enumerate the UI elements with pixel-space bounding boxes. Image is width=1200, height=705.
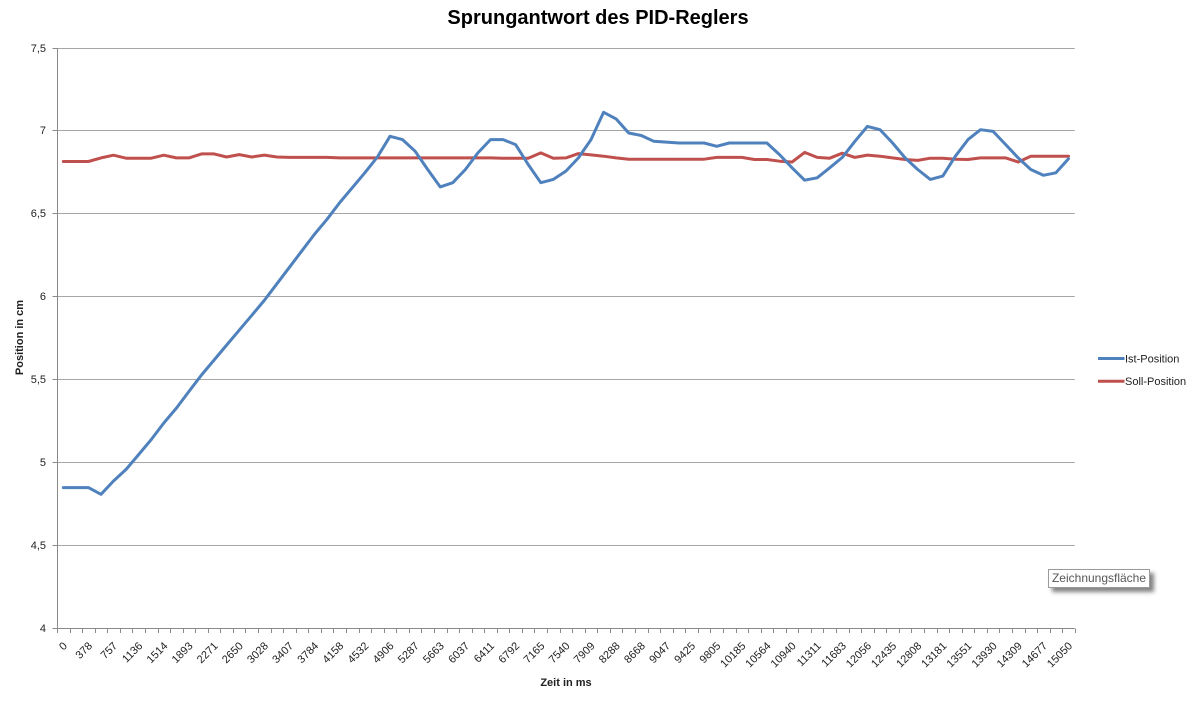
svg-text:6: 6: [40, 291, 46, 303]
svg-text:4: 4: [40, 623, 46, 635]
svg-text:5,5: 5,5: [31, 374, 46, 386]
svg-text:Zeit in ms: Zeit in ms: [540, 677, 591, 689]
svg-text:Ist-Position: Ist-Position: [1125, 354, 1179, 366]
svg-text:6,5: 6,5: [31, 208, 46, 220]
svg-text:Soll-Position: Soll-Position: [1125, 376, 1186, 388]
svg-text:5: 5: [40, 457, 46, 469]
svg-text:7: 7: [40, 125, 46, 137]
svg-text:Sprungantwort des PID-Reglers: Sprungantwort des PID-Reglers: [447, 7, 748, 29]
svg-text:7,5: 7,5: [31, 43, 46, 55]
svg-text:4,5: 4,5: [31, 540, 46, 552]
svg-text:Position in cm: Position in cm: [14, 300, 26, 375]
